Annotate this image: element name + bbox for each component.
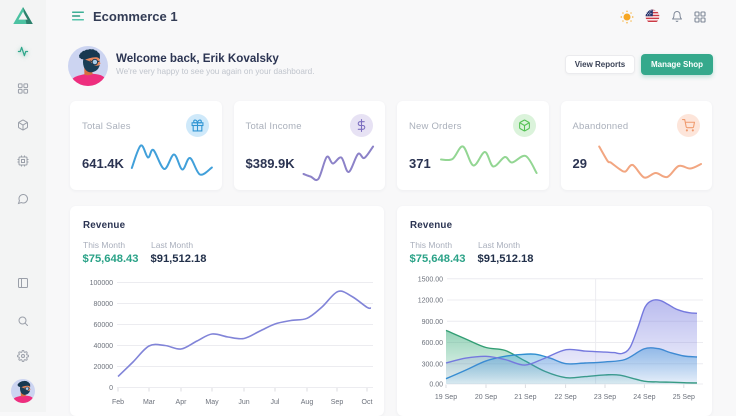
svg-text:19 Sep: 19 Sep: [435, 394, 457, 401]
svg-text:1200.00: 1200.00: [418, 297, 443, 304]
svg-text:900.00: 900.00: [422, 318, 444, 325]
svg-text:20000: 20000: [94, 364, 114, 371]
svg-text:0: 0: [109, 385, 113, 392]
svg-text:22 Sep: 22 Sep: [555, 394, 577, 401]
svg-text:Oct: Oct: [362, 399, 373, 406]
svg-text:40000: 40000: [94, 343, 114, 350]
svg-text:21 Sep: 21 Sep: [514, 394, 536, 401]
svg-text:300.00: 300.00: [422, 361, 444, 368]
svg-text:24 Sep: 24 Sep: [633, 394, 655, 401]
svg-text:Sep: Sep: [331, 399, 344, 406]
svg-text:Feb: Feb: [112, 399, 124, 406]
svg-text:1500.00: 1500.00: [418, 276, 443, 283]
svg-text:25 Sep: 25 Sep: [673, 394, 695, 401]
svg-text:Aug: Aug: [301, 399, 314, 406]
svg-text:May: May: [205, 399, 219, 406]
svg-text:Jul: Jul: [271, 399, 280, 406]
svg-text:Jun: Jun: [238, 399, 249, 406]
svg-text:600.00: 600.00: [422, 340, 444, 347]
svg-text:23 Sep: 23 Sep: [594, 394, 616, 401]
svg-text:60000: 60000: [94, 322, 114, 329]
svg-text:100000: 100000: [90, 280, 113, 287]
svg-text:Mar: Mar: [143, 399, 156, 406]
svg-text:20 Sep: 20 Sep: [475, 394, 497, 401]
svg-text:80000: 80000: [94, 301, 114, 308]
svg-text:0.00: 0.00: [429, 381, 443, 388]
svg-text:Apr: Apr: [176, 399, 188, 406]
